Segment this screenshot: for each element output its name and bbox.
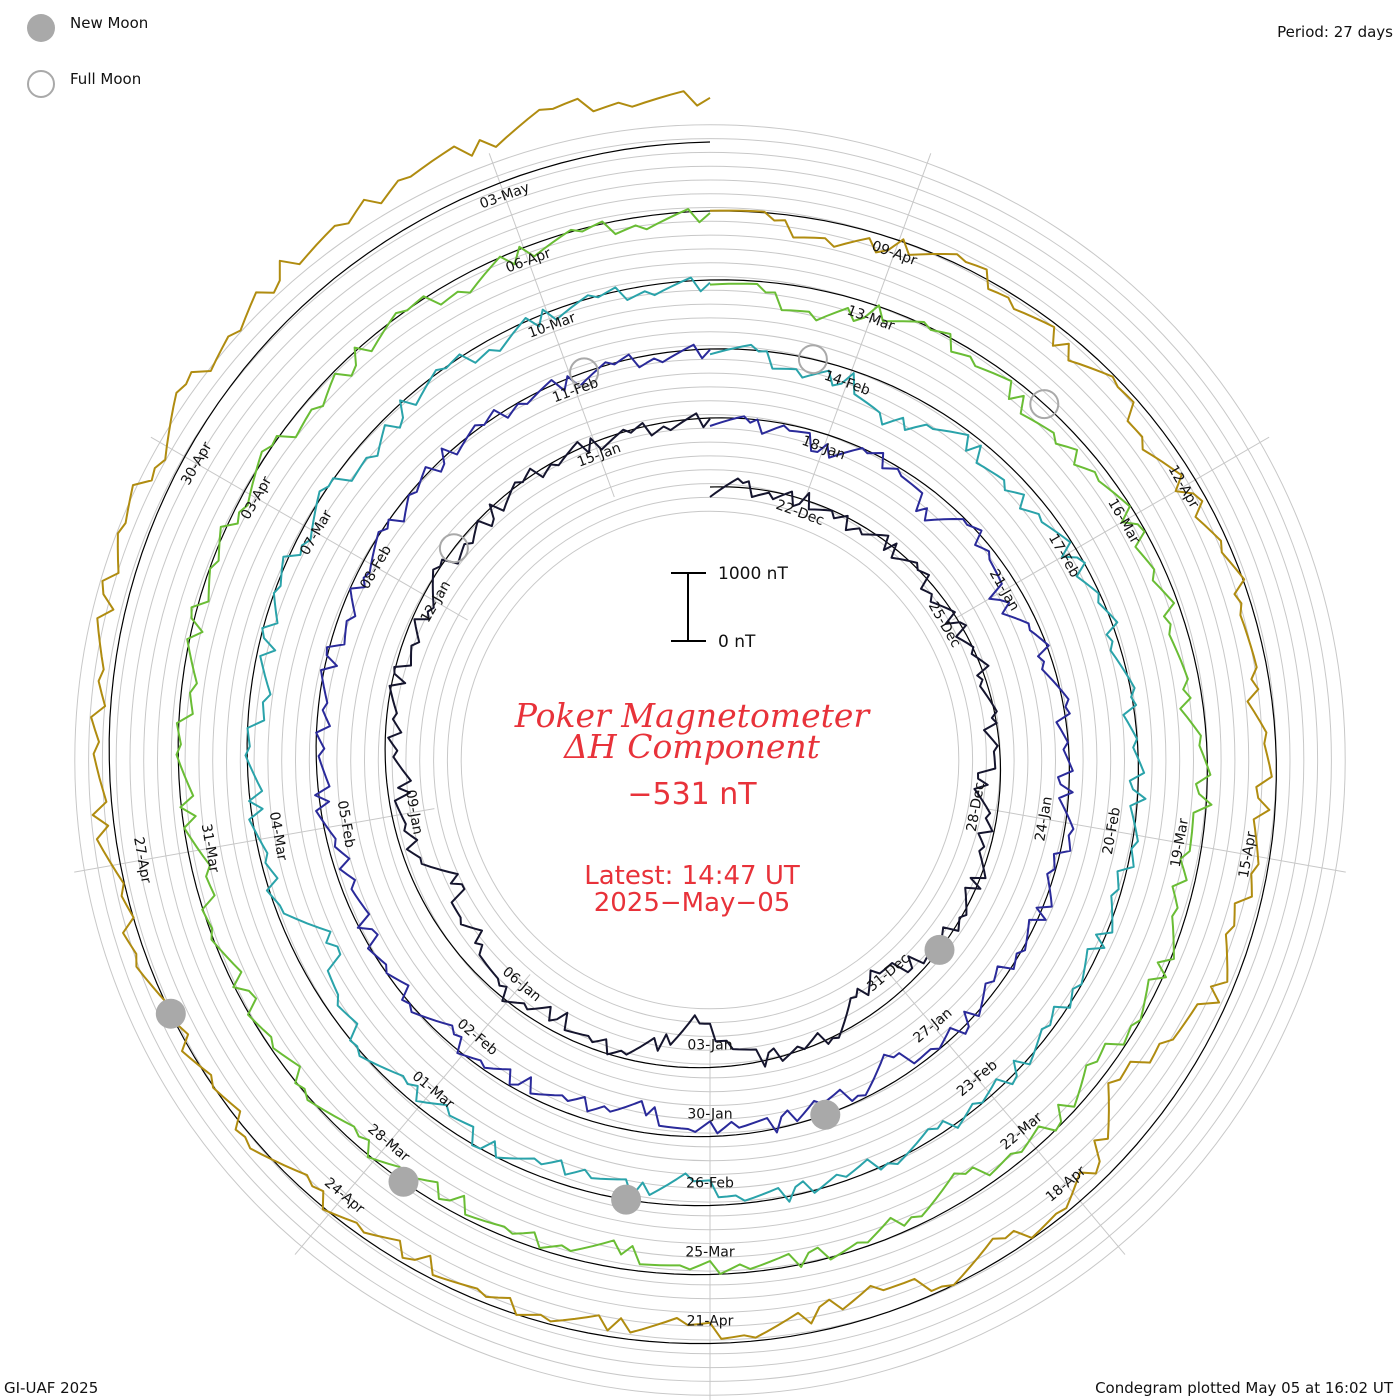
date-label: 25-Mar [685, 1245, 735, 1261]
date-label: 14-Feb [822, 368, 872, 399]
grid-spoke [985, 808, 1346, 873]
date-label: 04-Mar [266, 811, 290, 863]
period-label: Period: 27 days [1277, 23, 1393, 41]
date-label: 06-Apr [504, 245, 554, 276]
latest-date: 2025−May−05 [594, 888, 791, 918]
date-label: 10-Mar [526, 310, 578, 342]
date-label: 07-Mar [297, 507, 336, 558]
full-moon-marker [797, 344, 828, 375]
radial-spokes [74, 153, 1346, 1400]
grid-spoke [889, 974, 1126, 1255]
date-label: 09-Jan [402, 789, 426, 836]
date-label: 18-Jan [799, 433, 847, 464]
date-label: 30-Apr [178, 439, 215, 488]
new-moon-marker [388, 1166, 419, 1197]
date-label: 26-Feb [686, 1176, 734, 1192]
date-label: 19-Mar [1168, 817, 1192, 869]
chart-title-line2: ΔH Component [562, 727, 821, 766]
data-series [90, 90, 1273, 1340]
new-moon-marker [924, 934, 955, 965]
baseline-turn [177, 210, 1208, 1276]
full-moon-marker [569, 357, 600, 388]
date-label: 25-Dec [925, 599, 964, 650]
grid-ring [460, 510, 960, 1010]
date-label: 27-Jan [910, 1005, 955, 1046]
grid-ring [446, 496, 974, 1024]
baseline-rings [108, 141, 1277, 1345]
baseline-turn [246, 279, 1140, 1207]
date-label: 31-Mar [198, 823, 222, 875]
date-label: 30-Jan [687, 1107, 732, 1123]
chart-title-line1: Poker Magnetometer [514, 696, 872, 735]
date-label: 20-Feb [1100, 806, 1124, 856]
new-moon-marker [810, 1099, 841, 1130]
date-label: 11-Feb [550, 375, 600, 406]
current-value: −531 nT [627, 777, 757, 812]
date-label: 12-Jan [418, 578, 454, 625]
baseline-turn [315, 348, 1071, 1138]
date-label: 22-Mar [998, 1109, 1046, 1153]
date-label: 22-Dec [774, 497, 826, 529]
date-label: 13-Mar [845, 303, 897, 335]
date-label: 15-Apr [1236, 830, 1260, 879]
series-line [175, 208, 1213, 1275]
series-line [314, 343, 1075, 1135]
grid-spoke [952, 436, 1270, 621]
grid-ring [433, 483, 987, 1037]
footer-plotted: Condegram plotted May 05 at 16:02 UT [1095, 1379, 1394, 1397]
new-moon-legend-icon [27, 14, 55, 42]
scale-bottom-label: 0 nT [718, 632, 756, 652]
grid-spoke [805, 153, 932, 498]
series-line [90, 90, 1273, 1340]
scale-bar [671, 572, 706, 642]
full-moon-legend-icon [27, 70, 55, 98]
moon-markers [155, 344, 1060, 1215]
full-moon-marker [1029, 389, 1060, 420]
date-label: 08-Feb [357, 543, 395, 592]
date-label: 24-Jan [1032, 795, 1056, 842]
date-label: 21-Apr [687, 1314, 734, 1330]
date-label: 15-Jan [575, 440, 623, 471]
grid-spoke [150, 436, 468, 621]
scale-top-label: 1000 nT [718, 564, 788, 584]
date-label: 03-May [478, 180, 532, 213]
series-line [244, 276, 1147, 1203]
baseline-turn [108, 141, 1277, 1345]
date-label: 28-Dec [964, 781, 988, 833]
full-moon-marker [438, 533, 469, 564]
date-label: 16-Mar [1104, 496, 1143, 547]
date-label: 03-Apr [238, 474, 275, 523]
date-label: 03-Jan [687, 1038, 732, 1054]
latest-time: Latest: 14:47 UT [584, 861, 800, 891]
new-moon-marker [611, 1184, 642, 1215]
date-label: 09-Apr [870, 238, 920, 269]
full-moon-legend-label: Full Moon [70, 70, 141, 88]
new-moon-legend-label: New Moon [70, 14, 148, 32]
new-moon-marker [155, 998, 186, 1029]
footer-credit: GI-UAF 2025 [4, 1379, 98, 1397]
baseline-turn [384, 417, 1002, 1069]
series-line [387, 412, 999, 1068]
grid-spoke [74, 808, 435, 873]
grid-spoke [488, 153, 615, 498]
grid-spoke [294, 974, 531, 1255]
